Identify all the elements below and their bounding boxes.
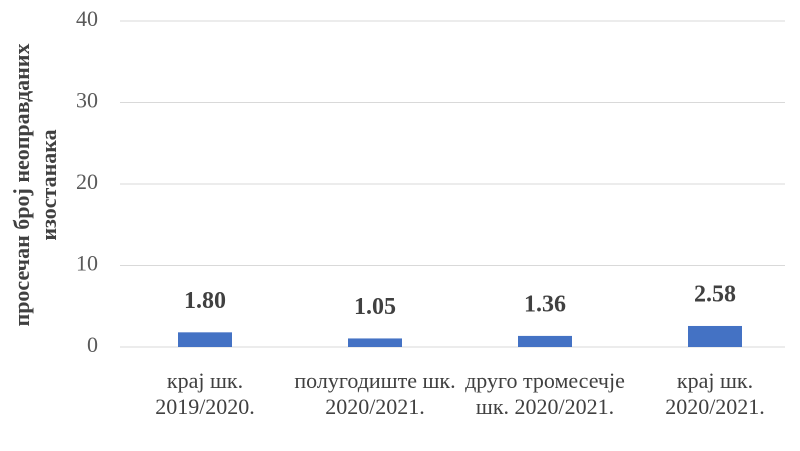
bar [178,332,232,347]
bar [518,335,572,347]
bar [348,338,402,347]
y-axis-title-line: просечан број неоправданих [9,44,34,327]
x-tick-label: друго тромесечје шк. 2020/2021. [465,368,625,419]
y-tick-label: 20 [76,169,98,194]
y-tick-label: 30 [76,88,98,113]
y-axis-title-line: изостанака [36,129,61,240]
bar [688,325,742,347]
data-label: 1.36 [524,291,566,317]
x-tick-label: крај шк. 2020/2021. [665,368,765,419]
x-tick-label: крај шк. 2019/2020. [155,368,255,419]
y-axis-title: просечан број неоправданих изостанака [9,44,61,327]
data-label: 1.05 [354,294,396,320]
y-tick-label: 10 [76,251,98,276]
x-tick-label: полугодиште шк. 2020/2021. [294,368,456,419]
y-tick-label: 40 [76,6,98,31]
data-label: 1.80 [184,288,226,314]
y-tick-label: 0 [87,332,98,357]
data-label: 2.58 [694,281,736,307]
